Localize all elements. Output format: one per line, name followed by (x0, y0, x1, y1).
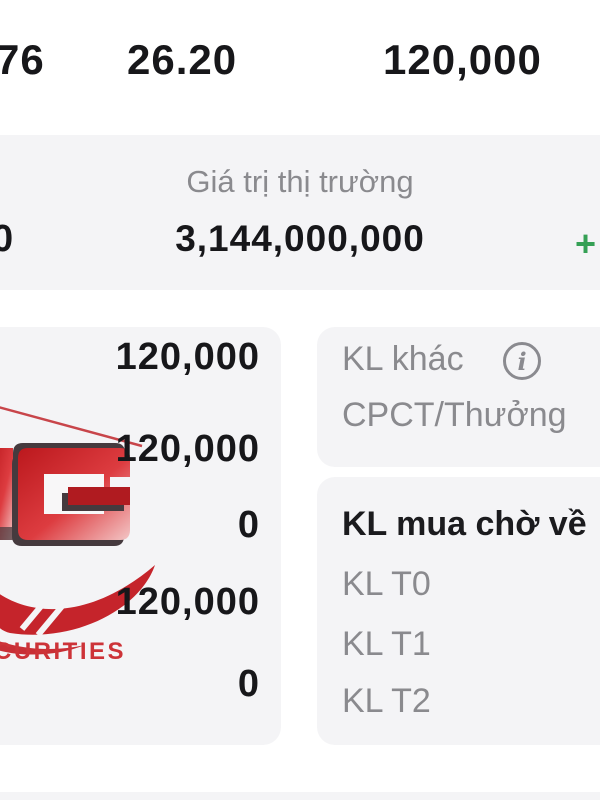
pending-row-t1: KL T1 (342, 625, 431, 663)
other-volume-subtitle: CPCT/Thưởng (342, 396, 567, 434)
holding-value-row: 120,000 (115, 581, 260, 623)
logo-letter-g (18, 448, 130, 540)
holding-value-row: 120,000 (115, 336, 260, 378)
holdings-values-card[interactable]: CURITIES 120,000 120,000 0 120,000 0 (0, 327, 281, 745)
brand-logo-watermark (0, 406, 155, 655)
holding-value-row: 0 (237, 663, 260, 705)
market-value-card[interactable] (0, 135, 600, 290)
market-left-clipped-value: 0 (0, 218, 15, 260)
pending-row-t2: KL T2 (342, 682, 431, 720)
market-value-amount: 3,144,000,000 (175, 218, 425, 259)
logo-partial-letter (0, 448, 13, 540)
pending-row-t0: KL T0 (342, 565, 431, 603)
other-volume-card[interactable]: KL khác i CPCT/Thưởng (317, 327, 600, 467)
logo-accent-line (0, 406, 143, 448)
header-value-price: 26.20 (127, 36, 238, 83)
holding-value-row: 120,000 (115, 428, 260, 470)
market-value-label: Giá trị thị trường (186, 164, 414, 199)
other-volume-title: KL khác (342, 340, 464, 378)
header-value-volume: 120,000 (383, 36, 542, 83)
header-value-left-clipped: 76 (0, 36, 45, 83)
next-section-edge (0, 792, 600, 800)
pending-volume-title: KL mua chờ về (342, 505, 587, 543)
info-icon[interactable]: i (500, 339, 544, 383)
plus-change-indicator: + (575, 223, 597, 264)
logo-swoosh (0, 565, 155, 655)
brand-watermark-text: CURITIES (0, 638, 127, 665)
pending-volume-card[interactable]: KL mua chờ về KL T0 KL T1 KL T2 (317, 477, 600, 745)
holding-value-row: 0 (237, 504, 260, 546)
svg-text:i: i (517, 347, 526, 376)
